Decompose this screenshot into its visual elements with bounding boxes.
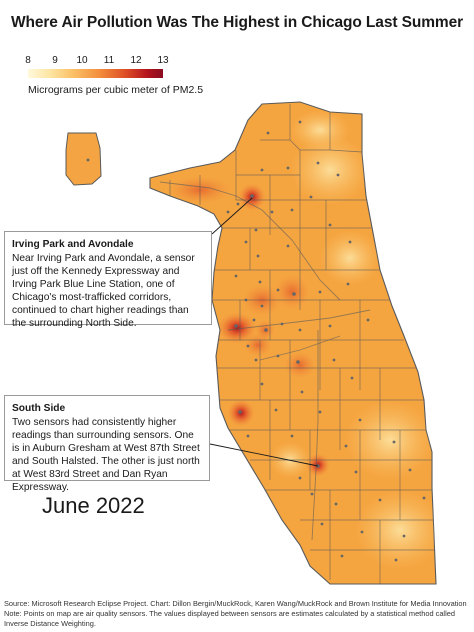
pollution-surface: [168, 110, 436, 570]
callout-leader-lines: [209, 197, 319, 467]
date-label: June 2022: [42, 493, 145, 518]
legend-tick-12: 12: [130, 55, 142, 66]
footer-notes: Source: Microsoft Research Eclipse Proje…: [4, 599, 472, 629]
callout-south-body: Two sensors had consistently higher read…: [12, 417, 200, 493]
community-boundaries: [169, 104, 436, 584]
air-quality-sensors: [86, 120, 426, 562]
page-title: Where Air Pollution Was The Highest in C…: [10, 14, 464, 31]
legend-tick-10: 10: [76, 55, 88, 66]
legend-color-bar: [28, 69, 163, 78]
legend-tick-11: 11: [103, 55, 115, 66]
legend-tick-9: 9: [52, 55, 58, 66]
footer-note: Note: Points on map are air quality sens…: [4, 609, 455, 628]
legend-tick-13: 13: [157, 55, 169, 66]
expressways: [159, 181, 371, 541]
callout-irving-heading: Irving Park and Avondale: [12, 239, 134, 250]
legend-ticks: 8 9 10 11 12 13: [25, 55, 168, 67]
callout-irving-park: Irving Park and Avondale Near Irving Par…: [4, 231, 212, 329]
callout-irving-body: Near Irving Park and Avondale, a sensor …: [12, 253, 195, 329]
callout-south-side: South Side Two sensors had consistently …: [4, 395, 210, 493]
callout-south-heading: South Side: [12, 403, 66, 414]
ohare-area: [65, 132, 102, 186]
legend-caption: Micrograms per cubic meter of PM2.5: [28, 84, 204, 96]
footer-source: Source: Microsoft Research Eclipse Proje…: [4, 599, 467, 608]
legend-tick-8: 8: [25, 55, 31, 66]
